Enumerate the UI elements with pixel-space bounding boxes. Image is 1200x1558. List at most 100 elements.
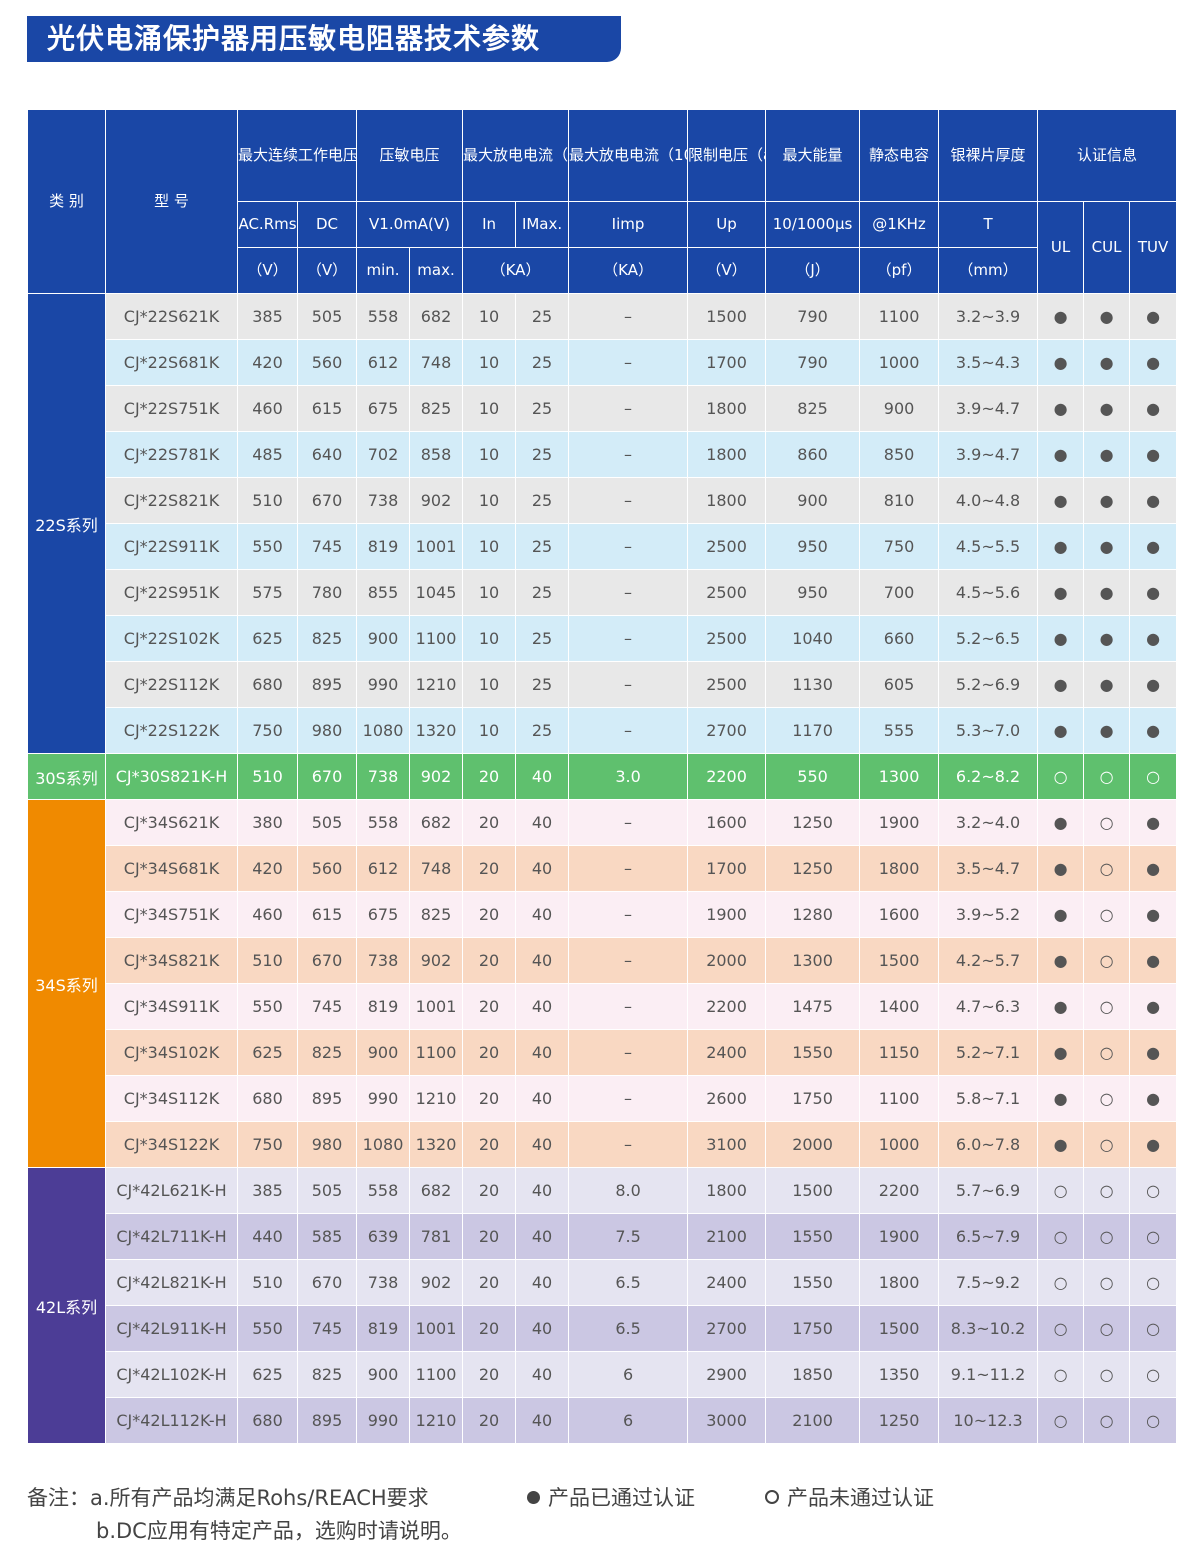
cell-ul: ●	[1037, 339, 1085, 386]
cell-min: 990	[356, 1397, 411, 1444]
cell-model: CJ*42L621K-H	[105, 1167, 238, 1214]
cell-max: 1100	[409, 615, 464, 662]
cell-energy: 1040	[765, 615, 861, 662]
cell-max: 825	[409, 891, 464, 938]
cell-imax: 40	[515, 753, 570, 800]
cell-up: 2600	[687, 1075, 767, 1122]
cell-in: 20	[462, 1167, 517, 1214]
cell-cap: 1300	[859, 753, 940, 800]
cell-t: 5.7~6.9	[938, 1167, 1039, 1214]
unit-min: min.	[356, 247, 411, 294]
table-row: CJ*34S911K 550 745 819 1001 20 40–2200 1475 1400…	[28, 983, 1178, 1030]
cell-cul: ●	[1083, 293, 1131, 340]
table-row: CJ*22S122K 750 980 1080 1320 10 25–2700 1170 555…	[28, 707, 1178, 754]
cell-ul: ○	[1037, 1351, 1085, 1398]
cell-ul: ○	[1037, 753, 1085, 800]
cell-dc: 980	[296, 1121, 358, 1168]
cell-dc: 895	[296, 1075, 358, 1122]
cell-max: 902	[409, 753, 464, 800]
cell-ac: 385	[237, 1167, 298, 1214]
legend-certified: 产品已通过认证	[527, 1482, 695, 1515]
cell-model: CJ*34S102K	[105, 1029, 238, 1076]
cell-ul: ●	[1037, 431, 1085, 478]
cell-tuv: ●	[1129, 569, 1178, 616]
cell-cul: ○	[1083, 937, 1131, 984]
table-row: CJ*22S102K 625 825 900 1100 10 25–2500 1040 660 5…	[28, 615, 1178, 662]
cell-dc: 670	[296, 753, 358, 800]
cell-tuv: ●	[1129, 1029, 1178, 1076]
cell-imax: 40	[515, 845, 570, 892]
cell-t: 6.5~7.9	[938, 1213, 1039, 1260]
cell-t: 6.2~8.2	[938, 753, 1039, 800]
cell-iimp: –	[568, 937, 689, 984]
cell-energy: 1130	[765, 661, 861, 708]
cell-min: 990	[356, 1075, 411, 1122]
cell-imax: 40	[515, 937, 570, 984]
cell-cap: 1600	[859, 891, 940, 938]
cell-imax: 25	[515, 339, 570, 386]
notes-prefix: 备注：	[27, 1486, 90, 1510]
cell-imax: 25	[515, 707, 570, 754]
cell-t: 8.3~10.2	[938, 1305, 1039, 1352]
cell-cap: 1100	[859, 293, 940, 340]
cell-max: 1100	[409, 1029, 464, 1076]
cell-ac: 440	[237, 1213, 298, 1260]
cell-tuv: ●	[1129, 983, 1178, 1030]
cell-energy: 790	[765, 339, 861, 386]
cell-iimp: –	[568, 799, 689, 846]
cell-energy: 1750	[765, 1305, 861, 1352]
cell-cap: 1400	[859, 983, 940, 1030]
cell-model: CJ*30S821K-H	[105, 753, 238, 800]
cell-cap: 1000	[859, 339, 940, 386]
cell-cul: ○	[1083, 1213, 1131, 1260]
cell-iimp: 8.0	[568, 1167, 689, 1214]
cell-in: 10	[462, 477, 517, 524]
cell-ul: ●	[1037, 1121, 1085, 1168]
cell-energy: 950	[765, 523, 861, 570]
cell-cap: 605	[859, 661, 940, 708]
cell-imax: 25	[515, 293, 570, 340]
cell-max: 902	[409, 477, 464, 524]
cell-cul: ○	[1083, 753, 1131, 800]
cell-t: 5.2~6.5	[938, 615, 1039, 662]
cell-iimp: –	[568, 385, 689, 432]
cell-up: 2200	[687, 983, 767, 1030]
cell-cul: ○	[1083, 799, 1131, 846]
header-max-energy: 最大能量	[765, 109, 861, 202]
header-tuv: TUV	[1129, 201, 1178, 294]
cell-iimp: 6	[568, 1397, 689, 1444]
table-row: CJ*22S781K 485 640 702 858 10 25–1800 860 850 3.9…	[28, 431, 1178, 478]
cell-energy: 790	[765, 293, 861, 340]
cell-cap: 1800	[859, 845, 940, 892]
cell-up: 2500	[687, 615, 767, 662]
cell-model: CJ*42L112K-H	[105, 1397, 238, 1444]
cell-cul: ●	[1083, 385, 1131, 432]
cell-ac: 380	[237, 799, 298, 846]
cell-tuv: ○	[1129, 1259, 1178, 1306]
cell-ac: 750	[237, 707, 298, 754]
cell-imax: 25	[515, 477, 570, 524]
notes: 备注：a.所有产品均满足Rohs/REACH要求 b.DC应用有特定产品，选购时…	[27, 1482, 462, 1548]
cell-cap: 1500	[859, 1305, 940, 1352]
cell-ul: ●	[1037, 293, 1085, 340]
cell-imax: 40	[515, 1167, 570, 1214]
series-label: 22S系列	[27, 293, 106, 754]
cell-up: 1800	[687, 431, 767, 478]
sub-energy: 10/1000μs	[765, 201, 861, 248]
table-row: CJ*34S102K 625 825 900 1100 20 40–2400 1550 1150…	[28, 1029, 1178, 1076]
cell-dc: 585	[296, 1213, 358, 1260]
cell-dc: 560	[296, 339, 358, 386]
cell-in: 10	[462, 661, 517, 708]
cell-model: CJ*22S681K	[105, 339, 238, 386]
table-row: CJ*22S751K 460 615 675 825 10 25–1800 825 900 3.9…	[28, 385, 1178, 432]
sub-imax: IMax.	[515, 201, 570, 248]
cell-cul: ○	[1083, 983, 1131, 1030]
cell-max: 748	[409, 845, 464, 892]
sub-cap: @1KHz	[859, 201, 940, 248]
table-row: CJ*22S911K 550 745 819 1001 10 25–2500 950 750 4.…	[28, 523, 1178, 570]
cell-imax: 25	[515, 385, 570, 432]
cell-cul: ○	[1083, 1167, 1131, 1214]
cell-energy: 1850	[765, 1351, 861, 1398]
cell-ul: ●	[1037, 523, 1085, 570]
cell-cap: 810	[859, 477, 940, 524]
